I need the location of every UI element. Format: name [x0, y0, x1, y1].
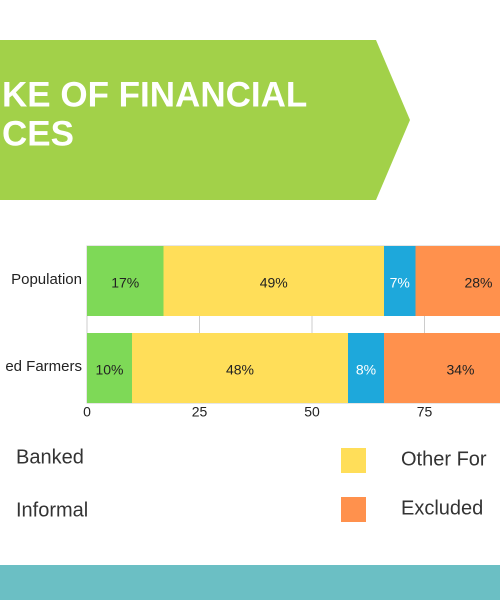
x-tick-label: 75 — [417, 404, 433, 420]
legend-swatch — [341, 497, 366, 522]
data-label: 17% — [111, 275, 139, 291]
legend-label: Excluded — [401, 497, 483, 519]
bar-segment — [384, 333, 500, 403]
title-banner — [0, 40, 410, 200]
x-tick-label: 0 — [83, 404, 91, 420]
bar-segment — [87, 246, 164, 316]
chart-title: CES — [2, 114, 74, 153]
bar-segment — [132, 333, 348, 403]
data-label: 10% — [95, 362, 123, 378]
legend-label: Informal — [16, 499, 88, 521]
legend-label: Other For — [401, 448, 487, 470]
data-label: 28% — [464, 275, 492, 291]
data-label: 8% — [356, 362, 376, 378]
chart-title: KE OF FINANCIAL — [2, 75, 307, 114]
x-tick-label: 50 — [304, 404, 320, 420]
y-tick-label: ed Farmers — [5, 358, 82, 375]
bar-segment — [415, 246, 500, 316]
data-label: 34% — [446, 362, 474, 378]
data-label: 7% — [390, 275, 410, 291]
bar-segment — [348, 333, 384, 403]
bar-segment — [163, 246, 384, 316]
legend-swatch — [341, 448, 366, 473]
data-label: 49% — [260, 275, 288, 291]
bar-segment — [87, 333, 132, 403]
y-tick-label: Population — [11, 271, 82, 288]
data-label: 48% — [226, 362, 254, 378]
x-tick-label: 25 — [192, 404, 208, 420]
footer-band — [0, 565, 500, 600]
legend-label: Banked — [16, 446, 84, 468]
bar-segment — [384, 246, 416, 316]
